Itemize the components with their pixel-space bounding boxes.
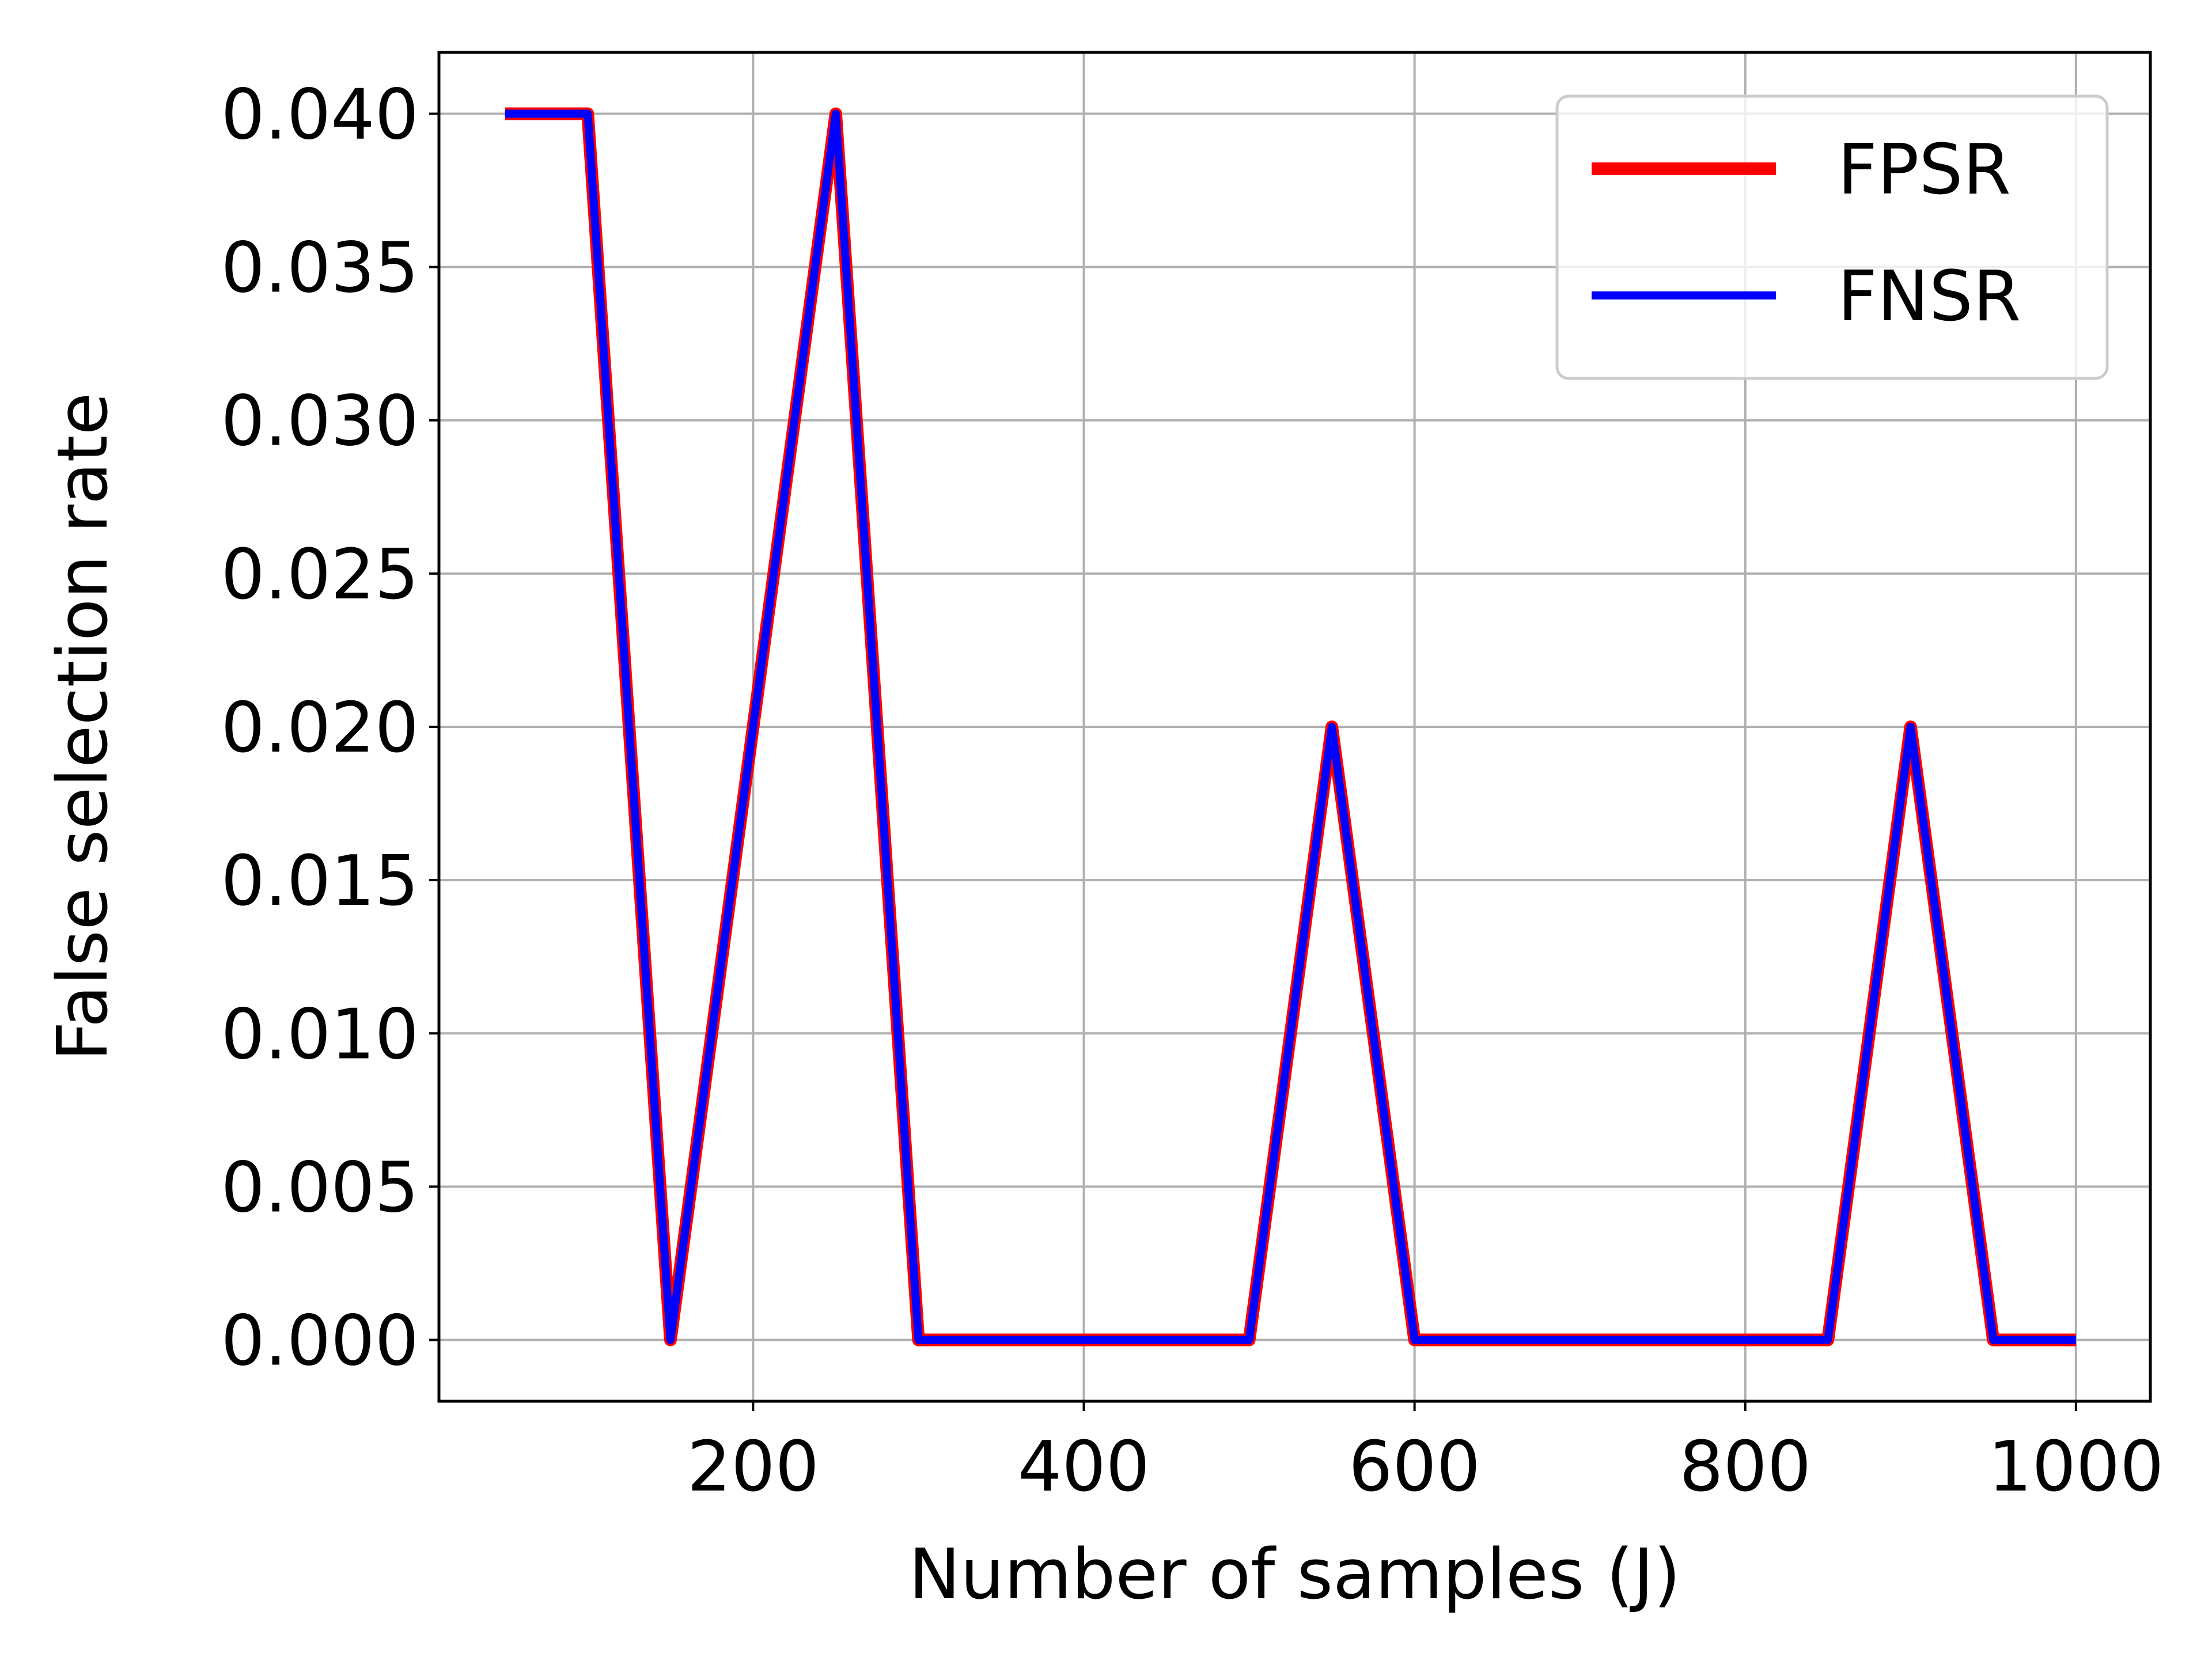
series-line-fnsr (505, 109, 2076, 1344)
legend-box (1555, 94, 2109, 380)
y-tick-label: 0.020 (221, 688, 419, 768)
x-tick-label: 1000 (1988, 1427, 2164, 1507)
y-axis-label: False selection rate (43, 393, 123, 1061)
y-tick-label: 0.035 (221, 229, 419, 309)
x-tick-label: 800 (1679, 1427, 1811, 1507)
x-tick-label: 400 (1018, 1427, 1150, 1507)
y-tick-label: 0.000 (221, 1302, 419, 1382)
y-tick-label: 0.040 (221, 75, 419, 155)
x-axis-label: Number of samples (J) (909, 1535, 1681, 1615)
y-tick-label: 0.010 (221, 995, 419, 1075)
legend: FPSR FNSR (1555, 94, 2109, 380)
x-tick-label: 200 (687, 1427, 819, 1507)
grid-lines (439, 52, 2150, 1401)
series-lines (505, 107, 2076, 1347)
legend-label-fnsr: FNSR (1838, 257, 2021, 337)
y-tick-label: 0.025 (221, 535, 419, 615)
y-tick-label: 0.005 (221, 1148, 419, 1228)
y-tick-label: 0.030 (221, 382, 419, 462)
axis-ticks: 200 400 600 800 1000 0.000 0.005 0.010 0.015 0.02… (221, 75, 2164, 1507)
x-tick-label: 600 (1349, 1427, 1480, 1507)
legend-label-fpsr: FPSR (1838, 130, 2011, 210)
y-tick-label: 0.015 (221, 841, 419, 921)
